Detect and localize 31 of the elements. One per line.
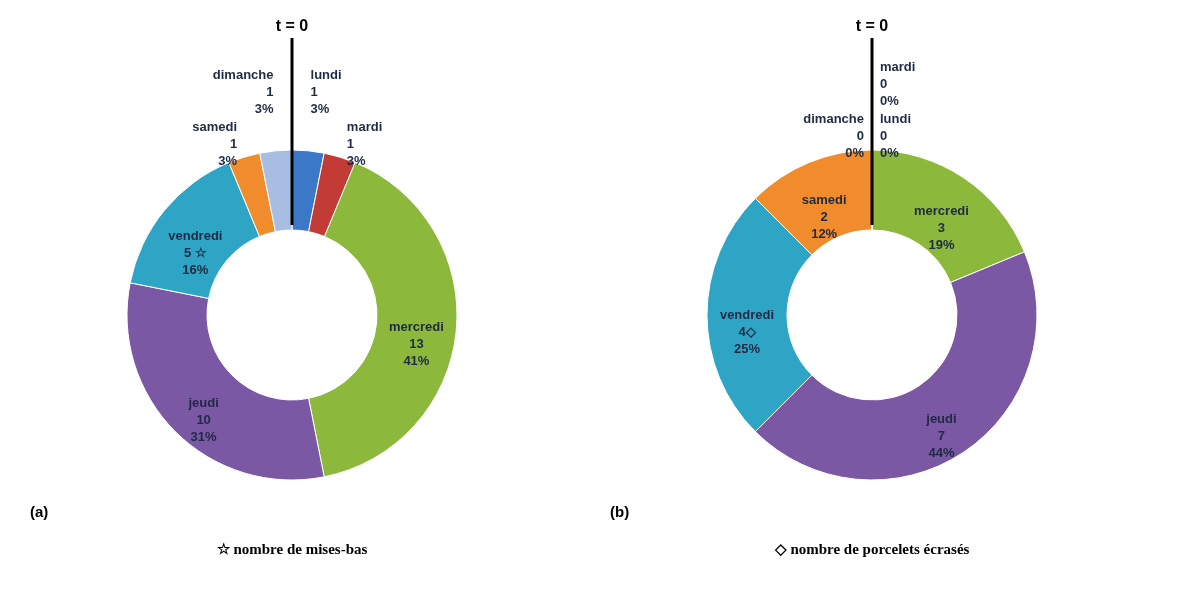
data-label: 1 3%: [310, 84, 330, 117]
text: ☆ nombre de mises-bas: [216, 541, 368, 557]
data-label: 4◇ 25%: [733, 324, 761, 356]
data-label: 10 31%: [190, 412, 218, 445]
slice-label: vendredi: [719, 307, 775, 322]
category-label: dimanche: [803, 111, 864, 126]
text: t = 0: [855, 17, 889, 34]
data-label: 1 3%: [218, 136, 238, 169]
text: t = 0: [275, 17, 309, 34]
text: (b): [610, 503, 630, 520]
slice-label: mercredi: [388, 319, 444, 335]
category-label: mardi: [880, 59, 916, 74]
data-label: 5 ☆ 16%: [182, 244, 209, 277]
data-label: 1 3%: [254, 84, 274, 117]
slice-label: lundi: [310, 67, 342, 83]
data-label: 3 19%: [928, 220, 955, 253]
slice-label: samedi: [192, 119, 238, 135]
slice-label: jeudi: [925, 410, 957, 426]
data-label: 7 44%: [928, 427, 955, 460]
slice-label: mercredi: [913, 203, 969, 219]
slice-label: samedi: [801, 191, 847, 207]
slice-label: vendredi: [168, 227, 223, 243]
text: (a): [30, 503, 49, 520]
data-label: 13 41%: [403, 336, 430, 369]
slice-label: dimanche: [212, 67, 274, 83]
data-label: 2 12%: [811, 208, 838, 241]
category-label: lundi: [880, 111, 912, 126]
text: ◇ nombre de porcelets écrasés: [773, 541, 970, 557]
slice-label: mardi: [346, 119, 383, 135]
data-label: 1 3%: [346, 136, 367, 169]
slice-label: jeudi: [187, 395, 219, 411]
